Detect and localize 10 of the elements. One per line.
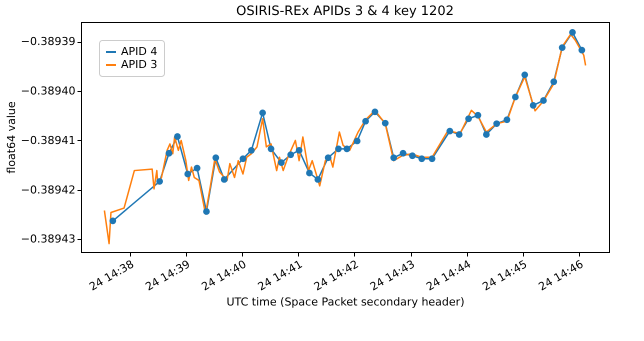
- y-tick-label: −0.38942: [20, 183, 76, 196]
- x-axis-title: UTC time (Space Packet secondary header): [226, 296, 464, 309]
- legend-label: APID 3: [121, 58, 158, 71]
- y-tick-label: −0.38941: [20, 134, 76, 147]
- legend-label: APID 4: [121, 45, 158, 58]
- y-tick-label: −0.38940: [20, 84, 76, 98]
- chart-title: OSIRIS-REx APIDs 3 & 4 key 1202: [236, 4, 454, 19]
- y-tick-label: −0.38939: [20, 35, 76, 48]
- y-tick-label: −0.38943: [20, 232, 76, 246]
- y-axis-title: float64 value: [4, 101, 18, 174]
